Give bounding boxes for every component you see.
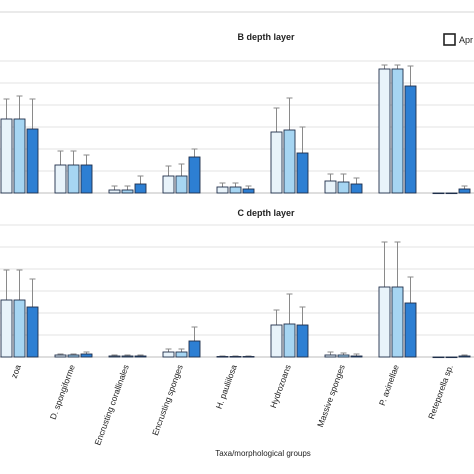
bar [80, 353, 93, 358]
bar [26, 306, 39, 358]
x-tick-label: Hydrozoans [268, 363, 293, 409]
bar [121, 355, 134, 358]
x-tick-label: Encrusting sponges [150, 363, 185, 437]
bar [283, 323, 296, 358]
bar [216, 356, 229, 358]
bar [54, 354, 67, 358]
x-tick-label: Encrusting corallinales [92, 363, 130, 446]
bar [324, 354, 337, 358]
bar [324, 180, 337, 194]
bar [337, 181, 350, 194]
x-axis-label: Taxa/morphological groups [215, 449, 311, 458]
bar [108, 189, 121, 194]
bar [134, 355, 147, 358]
bar [13, 299, 26, 358]
bar [445, 356, 458, 359]
bar [162, 351, 175, 358]
bar [432, 192, 445, 195]
bar [67, 354, 80, 358]
bar [80, 164, 93, 194]
bar [162, 175, 175, 194]
bar [378, 286, 391, 358]
bar [67, 164, 80, 194]
bar [121, 189, 134, 194]
bar [391, 68, 404, 194]
bar [350, 355, 363, 358]
x-tick-label: P. axinellae [377, 363, 401, 407]
legend-label: Apr [459, 35, 473, 45]
bar [26, 128, 39, 194]
legend: Apr [443, 33, 473, 46]
bar [108, 355, 121, 358]
bar [283, 129, 296, 194]
x-tick-label: Massive sponges [315, 363, 347, 428]
x-tick-label: D. spongiforme [48, 363, 77, 421]
bar [391, 286, 404, 358]
bar [458, 355, 471, 358]
bar [175, 351, 188, 358]
bar [229, 186, 242, 194]
bar [296, 324, 309, 358]
panel-b [0, 60, 474, 195]
panel-c [0, 224, 474, 359]
panel-c-title: C depth layer [237, 208, 295, 218]
x-tick-label: zoa [9, 363, 23, 380]
bar [0, 118, 13, 194]
bar [445, 192, 458, 195]
bar [270, 324, 283, 358]
bar [188, 340, 201, 358]
bar [296, 152, 309, 194]
legend-swatch [443, 33, 456, 46]
x-tick-labels: zoa D. spongiforme Encrusting corallinales… [9, 363, 455, 447]
bar [242, 188, 255, 194]
bar [242, 356, 255, 358]
panel-b-title: B depth layer [237, 32, 295, 42]
bar [350, 183, 363, 194]
bar [270, 131, 283, 194]
bar [54, 164, 67, 194]
bar [188, 156, 201, 194]
x-tick-label: Reteporella sp. [426, 363, 455, 420]
bar [378, 68, 391, 194]
bar [175, 175, 188, 194]
bar [229, 356, 242, 358]
bar [134, 183, 147, 194]
bar [404, 85, 417, 194]
bar [458, 188, 471, 194]
bar [0, 299, 13, 358]
x-tick-label: H. pauliilosa [214, 363, 239, 410]
bar [404, 302, 417, 358]
bar [216, 186, 229, 194]
bar [432, 356, 445, 359]
bar [13, 118, 26, 194]
bar [337, 354, 350, 358]
